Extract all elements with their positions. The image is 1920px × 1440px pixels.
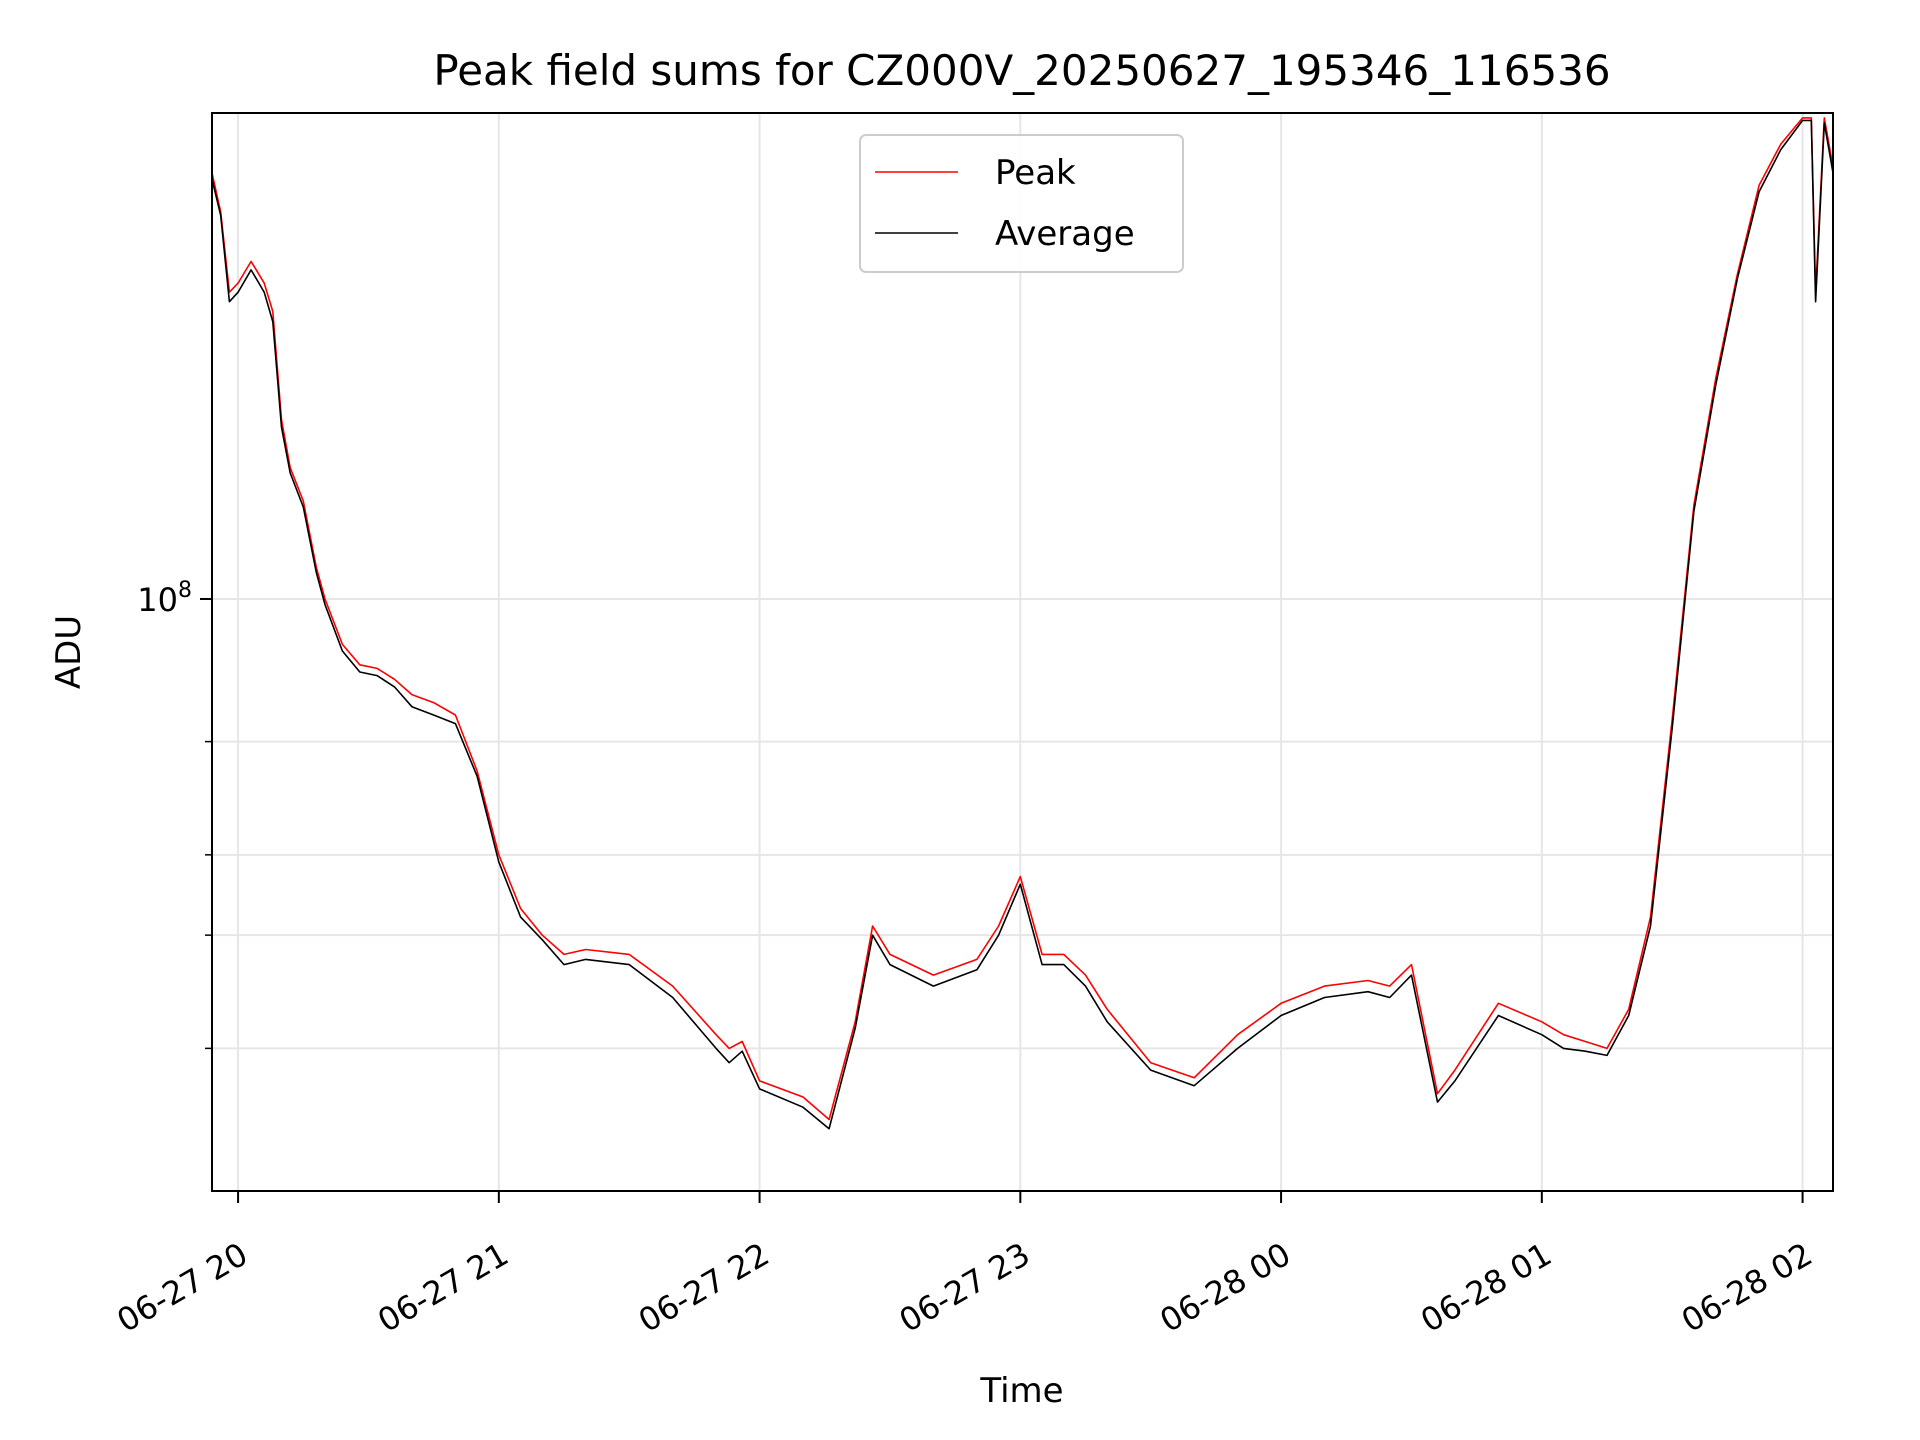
legend-box (859, 134, 1184, 273)
series-line-peak (212, 117, 1833, 1121)
series-line-average (212, 119, 1833, 1130)
gridlines (212, 113, 1833, 1191)
series-lines (212, 117, 1833, 1130)
x-axis-label: Time (979, 1371, 1063, 1411)
plot-frame (211, 112, 1834, 1192)
legend-label-peak: Peak (995, 153, 1076, 193)
chart-title: Peak field sums for CZ000V_20250627_1953… (433, 46, 1610, 95)
y-tick-label: 108 (137, 578, 192, 619)
y-axis-label: ADU (49, 615, 89, 689)
legend: Peak Average (859, 134, 1184, 273)
legend-label-average: Average (995, 214, 1135, 254)
